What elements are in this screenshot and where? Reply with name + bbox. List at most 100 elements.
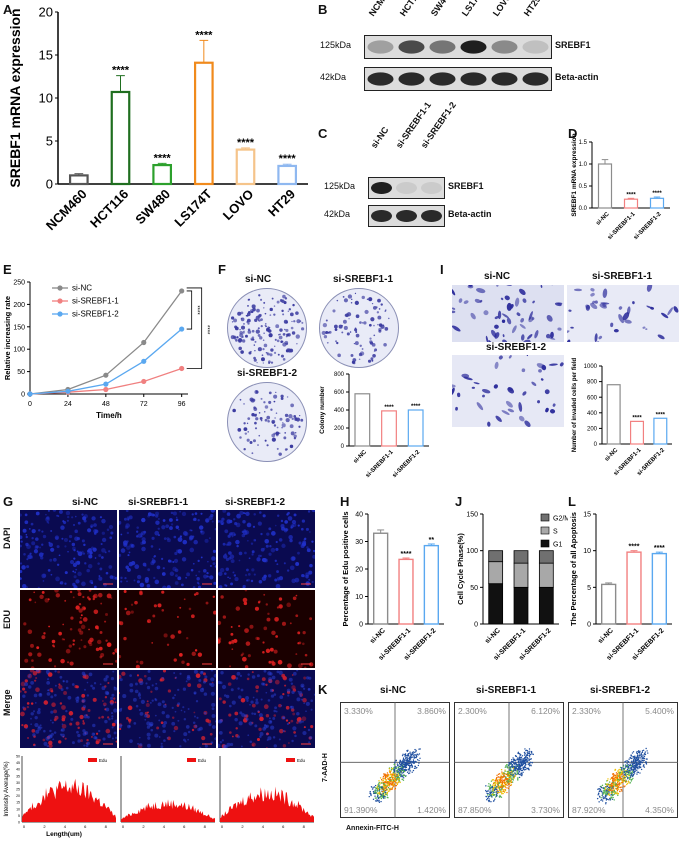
- event-dot: [485, 785, 487, 787]
- colony: [281, 299, 285, 303]
- event-dot: [513, 769, 515, 771]
- nucleus: [258, 713, 263, 718]
- colony: [260, 318, 263, 322]
- nucleus: [253, 573, 256, 576]
- event-dot: [532, 753, 534, 756]
- event-dot: [609, 778, 612, 780]
- colony: [364, 309, 369, 315]
- event-dot: [620, 768, 623, 770]
- colony: [279, 328, 283, 332]
- event-dot: [412, 751, 415, 753]
- nucleus: [81, 581, 86, 587]
- nucleus: [172, 511, 177, 516]
- nucleus: [295, 562, 300, 566]
- event-dot: [645, 761, 647, 763]
- nucleus: [84, 688, 86, 691]
- invaded-cell: [540, 378, 544, 381]
- event-dot: [524, 761, 526, 764]
- y-tick-label: 800: [334, 372, 345, 378]
- event-dot: [377, 785, 379, 788]
- nucleus: [225, 543, 228, 546]
- invaded-cell: [645, 328, 648, 330]
- event-dot: [635, 761, 637, 764]
- event-dot: [410, 753, 413, 756]
- nucleus: [230, 688, 234, 692]
- nucleus: [74, 515, 77, 518]
- event-dot: [399, 761, 401, 763]
- nucleus: [167, 689, 172, 693]
- event-dot: [378, 801, 381, 804]
- nucleus: [26, 565, 30, 569]
- nucleus: [290, 682, 294, 685]
- event-dot: [502, 776, 504, 779]
- event-dot: [498, 773, 501, 775]
- colony: [289, 348, 294, 353]
- invaded-cell: [488, 340, 492, 342]
- event-dot: [524, 756, 526, 759]
- nucleus: [112, 697, 116, 700]
- lane-label: si-NC: [368, 125, 391, 150]
- colony: [254, 427, 258, 430]
- event-dot: [413, 767, 416, 770]
- dish-label-si-srebf1-1: si-SREBF1-1: [333, 274, 394, 285]
- nucleus: [86, 596, 90, 599]
- invaded-cell: [519, 323, 526, 329]
- nucleus: [149, 701, 152, 704]
- nucleus: [77, 739, 81, 743]
- event-dot: [408, 772, 411, 774]
- event-dot: [519, 764, 521, 766]
- bar-si-nc: [601, 583, 617, 625]
- nucleus: [225, 567, 230, 571]
- event-dot: [402, 762, 405, 764]
- nucleus: [242, 597, 248, 603]
- invaded-cell: [661, 312, 669, 319]
- nucleus: [107, 734, 112, 739]
- y-tick-label: 0.5: [579, 184, 588, 190]
- nucleus: [90, 581, 94, 585]
- y-tick-label: 150: [466, 512, 478, 519]
- nucleus: [68, 540, 71, 543]
- event-dot: [608, 794, 611, 797]
- event-dot: [386, 781, 388, 783]
- nucleus: [48, 541, 51, 544]
- nucleus: [99, 631, 103, 634]
- event-dot: [400, 771, 402, 773]
- event-dot: [406, 759, 408, 762]
- colony: [266, 444, 269, 447]
- colony: [295, 417, 301, 422]
- nucleus: [166, 537, 170, 541]
- event-dot: [645, 762, 648, 764]
- nucleus: [35, 687, 40, 693]
- nucleus: [30, 723, 33, 726]
- colony: [270, 408, 273, 411]
- fluorescence-image-merge-si-srebf1-2: [218, 670, 315, 748]
- nucleus: [114, 576, 117, 580]
- nucleus: [29, 670, 35, 673]
- invaded-cell: [646, 305, 653, 309]
- colony: [353, 343, 356, 345]
- nucleus: [88, 628, 90, 631]
- event-dot: [390, 775, 393, 778]
- bar-si-nc: [354, 393, 371, 447]
- nucleus: [74, 529, 78, 534]
- event-dot: [501, 776, 503, 778]
- event-dot: [643, 766, 646, 768]
- nucleus: [175, 574, 178, 578]
- event-dot: [489, 787, 491, 790]
- colony: [292, 303, 295, 307]
- nucleus: [274, 706, 277, 710]
- event-dot: [601, 798, 603, 801]
- invaded-cell: [590, 302, 598, 310]
- nucleus: [70, 717, 74, 721]
- colony: [289, 444, 294, 449]
- nucleus: [193, 517, 197, 522]
- colony: [332, 309, 336, 313]
- event-dot: [488, 795, 491, 798]
- fluorescence-image-edu-si-srebf1-2: [218, 590, 315, 668]
- nucleus: [43, 700, 49, 705]
- nucleus: [139, 582, 145, 588]
- nucleus: [120, 580, 123, 583]
- event-dot: [495, 782, 497, 784]
- nucleus: [161, 557, 164, 561]
- nucleus: [30, 712, 34, 716]
